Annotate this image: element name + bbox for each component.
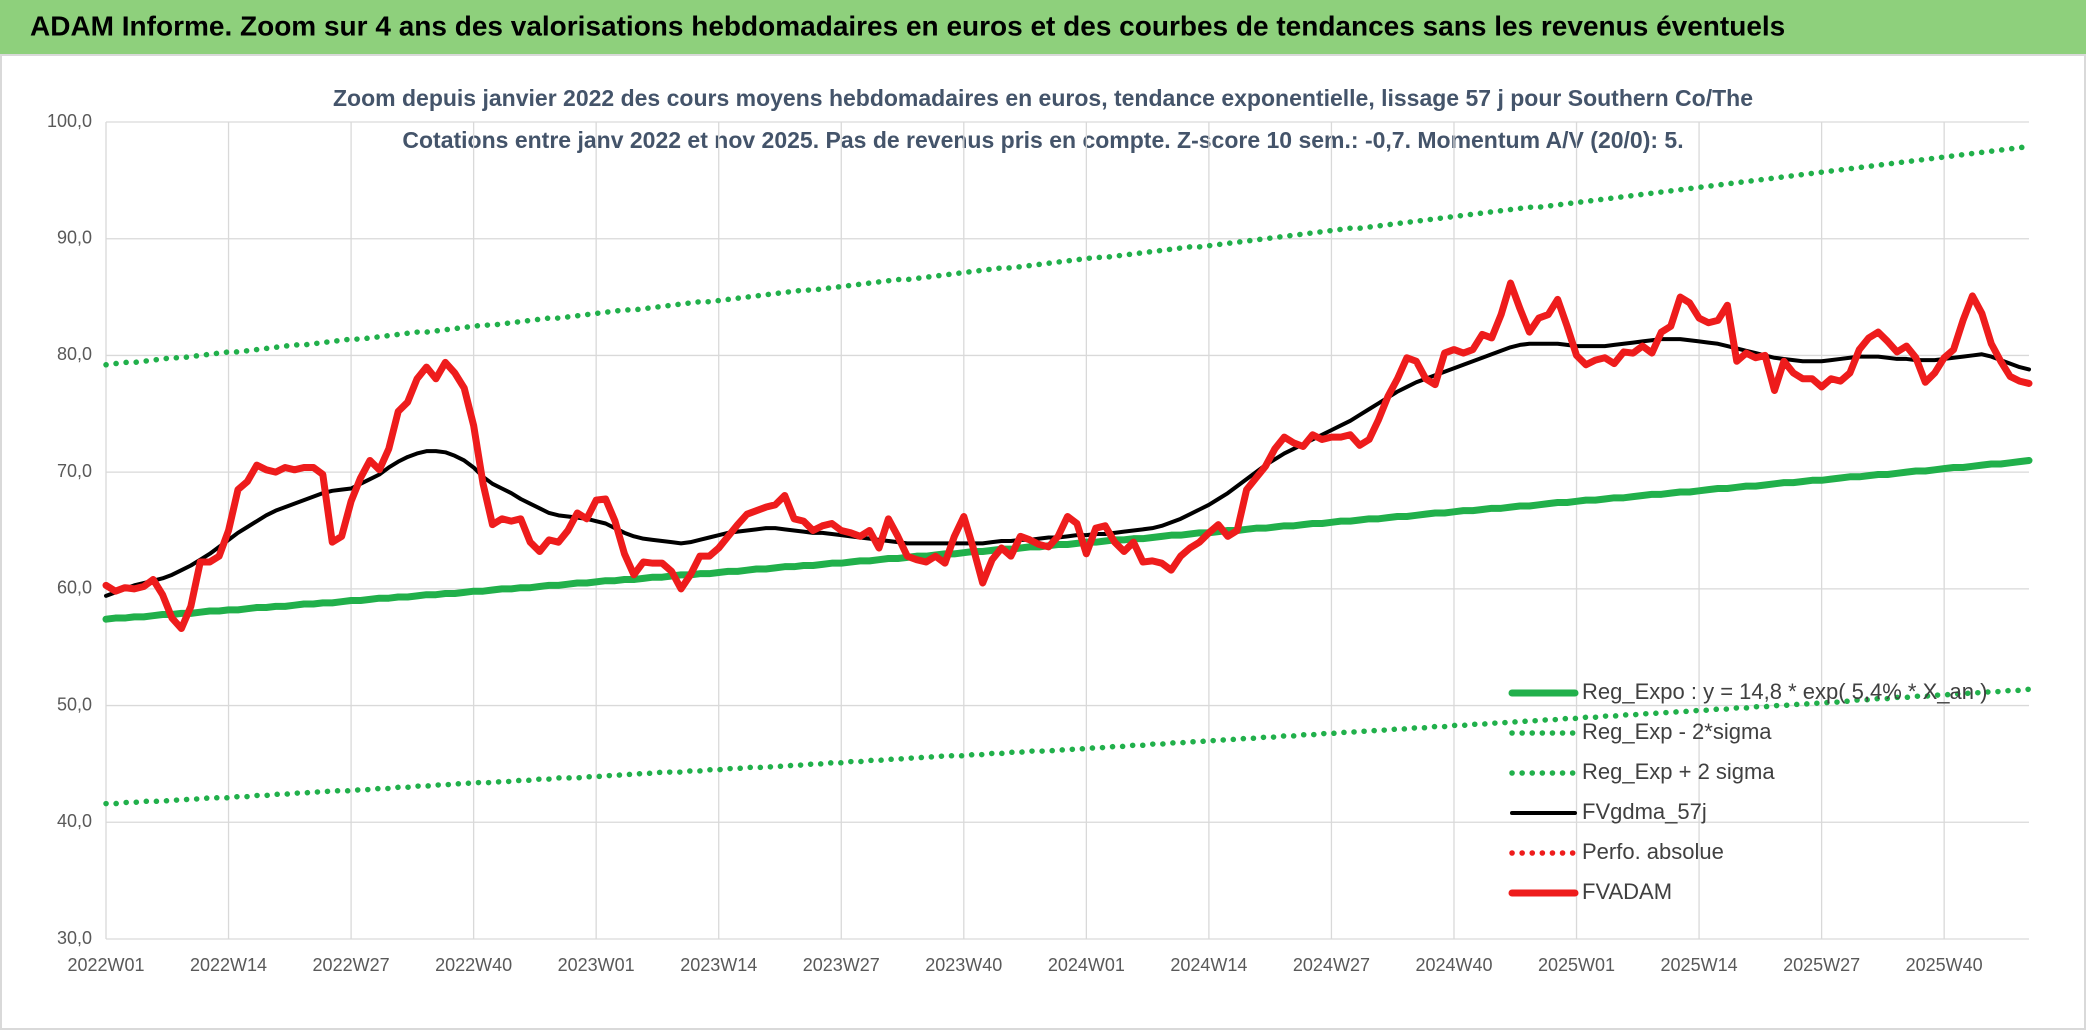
- x-tick-label: 2023W40: [925, 955, 1002, 975]
- legend-label: FVADAM: [1582, 879, 1672, 904]
- chart-subtitle: Zoom depuis janvier 2022 des cours moyen…: [333, 85, 1753, 111]
- y-tick-label: 30,0: [57, 928, 92, 948]
- x-tick-label: 2025W27: [1783, 955, 1860, 975]
- y-tick-label: 40,0: [57, 811, 92, 831]
- chart-title: ADAM Informe. Zoom sur 4 ans des valoris…: [30, 10, 1785, 41]
- x-tick-label: 2024W01: [1048, 955, 1125, 975]
- y-tick-label: 70,0: [57, 461, 92, 481]
- chart-frame: [0, 54, 2086, 1030]
- x-tick-label: 2022W27: [313, 955, 390, 975]
- series-line: [104, 337, 2031, 598]
- series-line: [103, 143, 2032, 368]
- series-line: [103, 686, 2032, 807]
- legend-label: Reg_Expo : y = 14,8 * exp( 5,4% * X_an ): [1582, 679, 1987, 704]
- legend-label: Perfo. absolue: [1582, 839, 1724, 864]
- x-tick-label: 2025W14: [1661, 955, 1738, 975]
- y-tick-label: 90,0: [57, 227, 92, 247]
- x-tick-label: 2024W14: [1170, 955, 1247, 975]
- y-tick-label: 60,0: [57, 578, 92, 598]
- legend-label: Reg_Exp + 2 sigma: [1582, 759, 1775, 784]
- x-tick-label: 2023W27: [803, 955, 880, 975]
- title-banner: [0, 0, 2086, 54]
- x-tick-label: 2024W40: [1415, 955, 1492, 975]
- x-tick-label: 2025W40: [1906, 955, 1983, 975]
- x-tick-label: 2023W01: [558, 955, 635, 975]
- y-tick-label: 80,0: [57, 344, 92, 364]
- legend-label: FVgdma_57j: [1582, 799, 1707, 824]
- x-tick-label: 2024W27: [1293, 955, 1370, 975]
- x-tick-label: 2023W14: [680, 955, 757, 975]
- series-line: [102, 279, 2033, 633]
- y-tick-label: 100,0: [47, 111, 92, 131]
- x-tick-label: 2025W01: [1538, 955, 1615, 975]
- x-tick-label: 2022W14: [190, 955, 267, 975]
- x-tick-label: 2022W01: [67, 955, 144, 975]
- y-tick-label: 50,0: [57, 694, 92, 714]
- chart-subtitle: Cotations entre janv 2022 et nov 2025. P…: [402, 127, 1683, 153]
- x-tick-label: 2022W40: [435, 955, 512, 975]
- series-line: [102, 456, 2033, 623]
- legend-label: Reg_Exp - 2*sigma: [1582, 719, 1772, 744]
